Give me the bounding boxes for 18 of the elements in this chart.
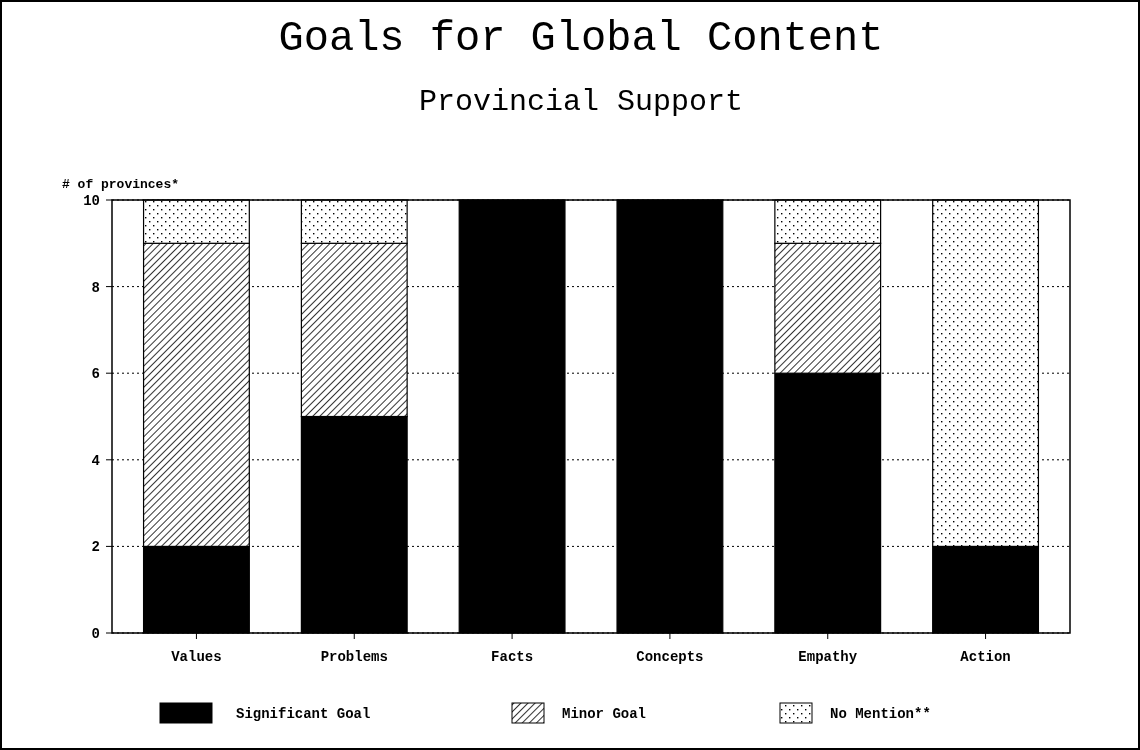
y-tick-label: 10 <box>83 192 100 209</box>
y-tick-label: 2 <box>91 539 100 556</box>
y-tick-label: 4 <box>91 452 100 469</box>
y-tick-label: 6 <box>91 366 100 383</box>
x-tick-label: Facts <box>491 649 534 665</box>
legend-label: Significant Goal <box>236 705 371 722</box>
chart-title: Goals for Global Content <box>278 15 884 63</box>
y-tick-label: 8 <box>91 279 100 296</box>
y-axis-title: # of provinces* <box>62 177 180 192</box>
legend-label: Minor Goal <box>562 705 647 722</box>
x-tick-label: Empathy <box>798 649 858 665</box>
y-tick-label: 0 <box>91 625 100 642</box>
x-tick-label: Problems <box>320 649 388 665</box>
legend-label: No Mention** <box>830 705 931 722</box>
x-tick-label: Concepts <box>636 649 704 665</box>
chart-subtitle: Provincial Support <box>418 85 744 119</box>
x-tick-label: Action <box>960 649 1011 665</box>
x-tick-label: Values <box>171 649 222 665</box>
